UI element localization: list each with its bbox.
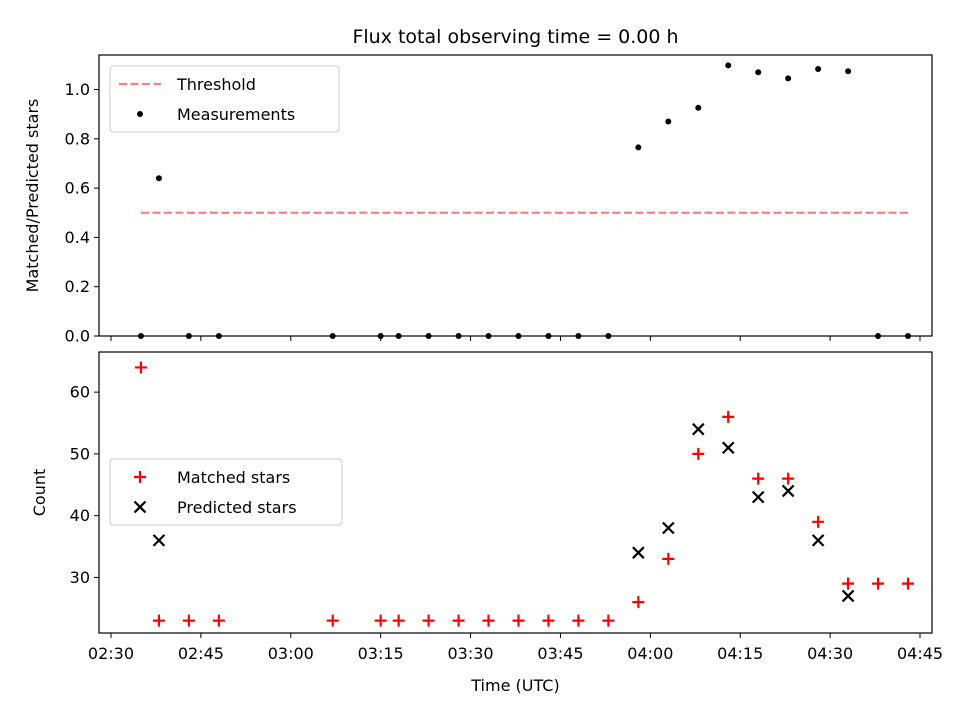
matched-star-point <box>422 614 435 627</box>
legend-box <box>109 458 343 526</box>
matched-star-point <box>842 577 855 590</box>
matched-star-point <box>452 614 465 627</box>
matched-star-point <box>482 614 495 627</box>
bottom-panel: Count 30 40 50 60 02:30 02:45 03:00 03:15 03:30 03… <box>30 351 943 695</box>
axes-frame <box>98 351 933 634</box>
matched-star-point <box>692 447 705 460</box>
matched-star-point <box>374 614 387 627</box>
predicted-star-point <box>781 484 795 498</box>
matched-star-point <box>512 614 525 627</box>
measurement-point <box>755 69 762 76</box>
measurement-point <box>695 104 702 111</box>
predicted-star-point <box>751 490 765 504</box>
legend-label: Threshold <box>176 75 256 94</box>
matched-star-point <box>752 472 765 485</box>
x-tick-label: 03:45 <box>537 644 583 663</box>
matched-star-point <box>212 614 225 627</box>
x-tick-label: 03:30 <box>447 644 493 663</box>
x-tick-label: 04:45 <box>897 644 943 663</box>
x-tick-label: 03:00 <box>268 644 314 663</box>
legend-label: Measurements <box>177 105 295 124</box>
measurement-point <box>785 75 792 82</box>
y-axis-label: Matched/Predicted stars <box>23 99 42 293</box>
measurement-point <box>725 62 732 69</box>
matched-star-point <box>326 614 339 627</box>
predicted-star-point <box>692 422 705 436</box>
predicted-star-point <box>841 589 855 603</box>
matched-star-point <box>392 614 405 627</box>
x-tick-label: 04:30 <box>807 644 853 663</box>
axes-frame <box>98 54 933 337</box>
predicted-star-point <box>721 441 735 455</box>
legend: Matched stars Predicted stars <box>109 458 343 526</box>
y-tick-label: 40 <box>70 506 90 525</box>
measurement-point <box>815 66 822 73</box>
y-tick-label: 30 <box>70 568 90 587</box>
predicted-star-point <box>811 534 825 547</box>
x-tick-label: 02:30 <box>88 644 134 663</box>
predicted-star-point <box>632 546 645 559</box>
matched-star-point <box>872 577 885 590</box>
x-tick-label: 04:15 <box>717 644 763 663</box>
legend-box <box>109 65 340 133</box>
measurement-point <box>665 118 672 125</box>
legend-label: Matched stars <box>177 468 290 487</box>
matched-star-point <box>572 614 585 627</box>
predicted-star-point <box>662 521 675 535</box>
measurement-point <box>845 68 852 75</box>
y-axis-label: Count <box>30 469 49 517</box>
legend: Threshold Measurements <box>109 65 340 133</box>
x-tick-label: 04:00 <box>627 644 673 663</box>
matched-star-point <box>182 614 195 627</box>
matched-star-point <box>632 596 645 609</box>
x-tick-label: 03:15 <box>358 644 404 663</box>
y-tick-label: 0.6 <box>65 179 90 198</box>
matched-star-point <box>134 361 147 374</box>
matched-star-point <box>542 614 555 627</box>
y-tick-label: 0.8 <box>65 129 90 148</box>
y-tick-label: 0.2 <box>65 277 90 296</box>
matched-star-point <box>722 410 735 423</box>
measurement-point <box>155 175 162 182</box>
chart-title: Flux total observing time = 0.00 h <box>352 26 678 48</box>
measurement-point <box>635 144 642 151</box>
y-tick-label: 0.4 <box>65 228 90 247</box>
series-plus <box>134 361 915 627</box>
matched-star-point <box>602 614 615 627</box>
legend-predicted-swatch <box>133 500 147 514</box>
y-tick-label: 1.0 <box>65 80 90 99</box>
x-tick-label: 02:45 <box>178 644 224 663</box>
y-tick-label: 0.0 <box>65 327 90 346</box>
matched-star-point <box>812 515 825 528</box>
predicted-star-point <box>152 534 166 547</box>
y-tick-label: 50 <box>70 444 90 463</box>
matched-star-point <box>782 472 795 485</box>
legend-label: Predicted stars <box>177 498 297 517</box>
top-panel: Flux total observing time = 0.00 h Matche… <box>23 26 933 346</box>
y-tick-label: 60 <box>70 383 90 402</box>
x-axis-label: Time (UTC) <box>470 676 559 695</box>
matched-star-point <box>902 577 915 590</box>
legend-matched-swatch <box>134 471 146 483</box>
matched-star-point <box>152 614 165 627</box>
matched-star-point <box>662 552 675 565</box>
legend-measurement-swatch <box>137 111 143 117</box>
series-x <box>152 422 855 603</box>
